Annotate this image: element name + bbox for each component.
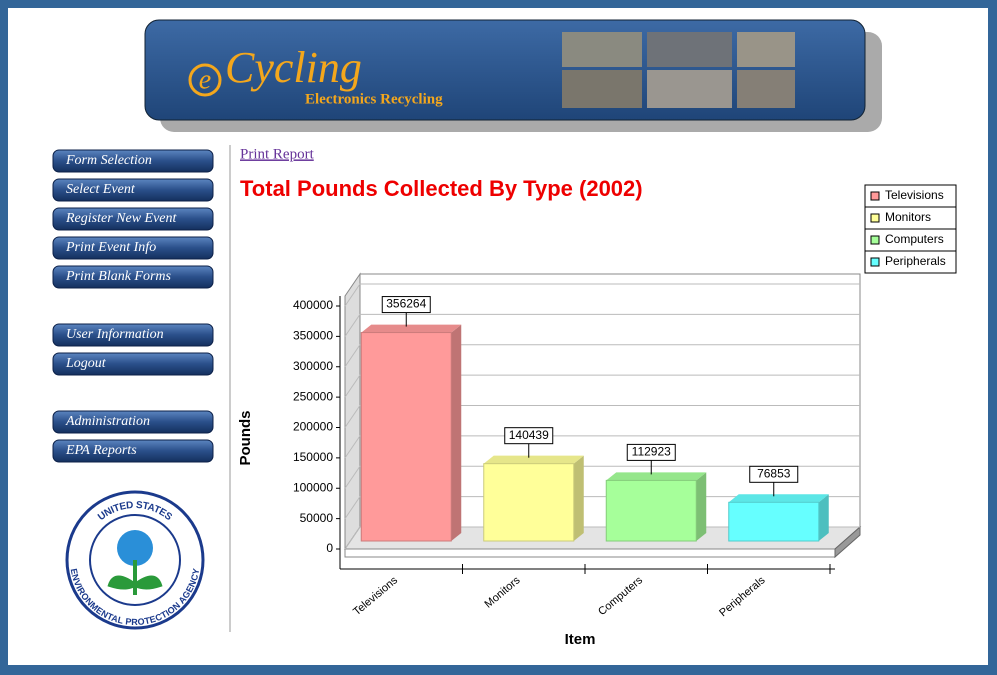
data-label-box [749, 465, 799, 483]
bar [728, 501, 820, 542]
y-tick-label: 250000 [293, 389, 333, 403]
y-tick-label: 0 [326, 541, 333, 555]
y-tick-label: 350000 [293, 329, 333, 343]
nav-button[interactable] [52, 265, 214, 289]
nav-label[interactable]: Form Selection [65, 153, 152, 168]
nav-button[interactable] [52, 178, 214, 202]
data-label-box [626, 443, 676, 461]
nav-label[interactable]: Print Event Info [65, 240, 156, 255]
legend-label: Computers [885, 232, 944, 246]
y-tick-label: 300000 [293, 359, 333, 373]
nav-label[interactable]: Register New Event [65, 211, 178, 226]
y-tick-label: 150000 [293, 450, 333, 464]
y-axis-label: Pounds [237, 411, 254, 466]
bar-top [483, 455, 584, 464]
grid-line [344, 465, 860, 489]
x-axis-label: Item [565, 631, 596, 648]
y-tick-label: 400000 [293, 298, 333, 312]
grid-line [344, 313, 860, 337]
legend-swatch [870, 235, 880, 245]
nav-label[interactable]: Administration [65, 414, 150, 429]
bar-side [451, 324, 462, 541]
bar-side [818, 494, 829, 541]
data-label-box [504, 427, 554, 445]
logo-e: e [199, 64, 211, 95]
floor-edge [344, 548, 836, 558]
nav-button[interactable] [52, 207, 214, 231]
legend-swatch [870, 213, 880, 223]
nav-button[interactable] [52, 352, 214, 376]
bar-side [573, 455, 584, 541]
bar-top [728, 494, 829, 503]
y-tick-label: 50000 [300, 511, 334, 525]
bar-top [361, 324, 462, 333]
print-report-link[interactable]: Print Report [240, 146, 315, 162]
bar-top [606, 472, 707, 481]
chart-title: Total Pounds Collected By Type (2002) [240, 176, 643, 201]
data-label: 140439 [509, 428, 549, 442]
y-tick-label: 200000 [293, 420, 333, 434]
nav-button[interactable] [52, 236, 214, 260]
data-label: 112923 [632, 445, 671, 459]
grid-line [344, 283, 860, 307]
grid-line [344, 344, 860, 368]
grid-line [344, 435, 860, 459]
data-label: 356264 [386, 297, 426, 311]
bar [605, 479, 697, 542]
nav-label[interactable]: Print Blank Forms [65, 269, 172, 284]
epa-seal: UNITED STATES ENVIRONMENTAL PROTECTION A… [65, 490, 205, 630]
floor-side [834, 525, 861, 559]
nav-label[interactable]: Logout [65, 356, 107, 371]
banner-subtitle: Electronics Recycling [305, 91, 443, 107]
logo-ring [188, 63, 222, 97]
nav-label[interactable]: Select Event [66, 182, 136, 197]
bar-side [696, 472, 707, 541]
legend-swatch [870, 191, 880, 201]
grid-line [344, 374, 860, 398]
y-tick-label: 100000 [293, 480, 333, 494]
legend-label: Monitors [885, 210, 931, 224]
banner-photos [562, 32, 795, 108]
nav-label[interactable]: User Information [66, 327, 164, 342]
legend-label: Televisions [885, 188, 944, 202]
nav-button[interactable] [52, 439, 214, 463]
bar [483, 463, 575, 542]
data-label: 76853 [757, 466, 791, 480]
logo-text: Cycling [225, 43, 362, 92]
nav-button[interactable] [52, 410, 214, 434]
nav-label[interactable]: EPA Reports [65, 443, 137, 458]
legend-swatch [870, 257, 880, 267]
nav-button[interactable] [52, 149, 214, 173]
legend-label: Peripherals [885, 254, 946, 268]
data-label-box [381, 296, 431, 314]
bar [360, 332, 452, 542]
grid-line [344, 405, 860, 428]
nav-button[interactable] [52, 323, 214, 347]
